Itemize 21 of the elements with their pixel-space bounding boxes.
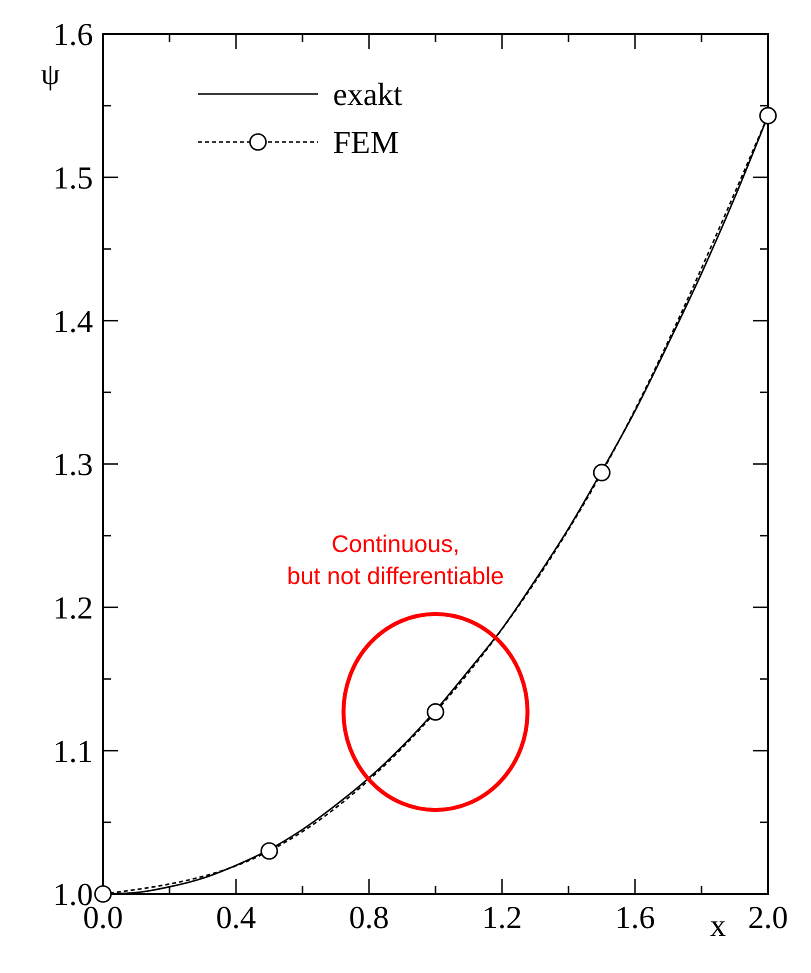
annotation: Continuous, but not differentiable [286, 530, 504, 590]
point [426, 703, 444, 721]
y-tick-label: 1.2 [53, 590, 93, 626]
y-tick-label: 1.3 [53, 446, 93, 482]
y-tick-label: 1.6 [53, 16, 93, 52]
point [759, 106, 777, 124]
x-tick-label: 1.6 [615, 899, 655, 935]
x-tick-label: 2.0 [748, 899, 788, 935]
x-tick-label: 1.2 [482, 899, 522, 935]
y-tick-label: 1.1 [53, 732, 93, 769]
x-tick-label: 0.4 [216, 899, 256, 935]
legend-label: exakt [333, 76, 402, 112]
y-tick-label: 1.5 [53, 160, 93, 196]
x-tick-label: 0.8 [349, 899, 389, 935]
point [592, 464, 611, 482]
legend-label: FEM [333, 124, 399, 160]
point [94, 885, 112, 903]
x-axis-title: x [710, 907, 726, 943]
y-tick-label: 1.4 [53, 302, 93, 339]
point [260, 842, 278, 860]
y-axis-title: ψ [41, 58, 60, 91]
